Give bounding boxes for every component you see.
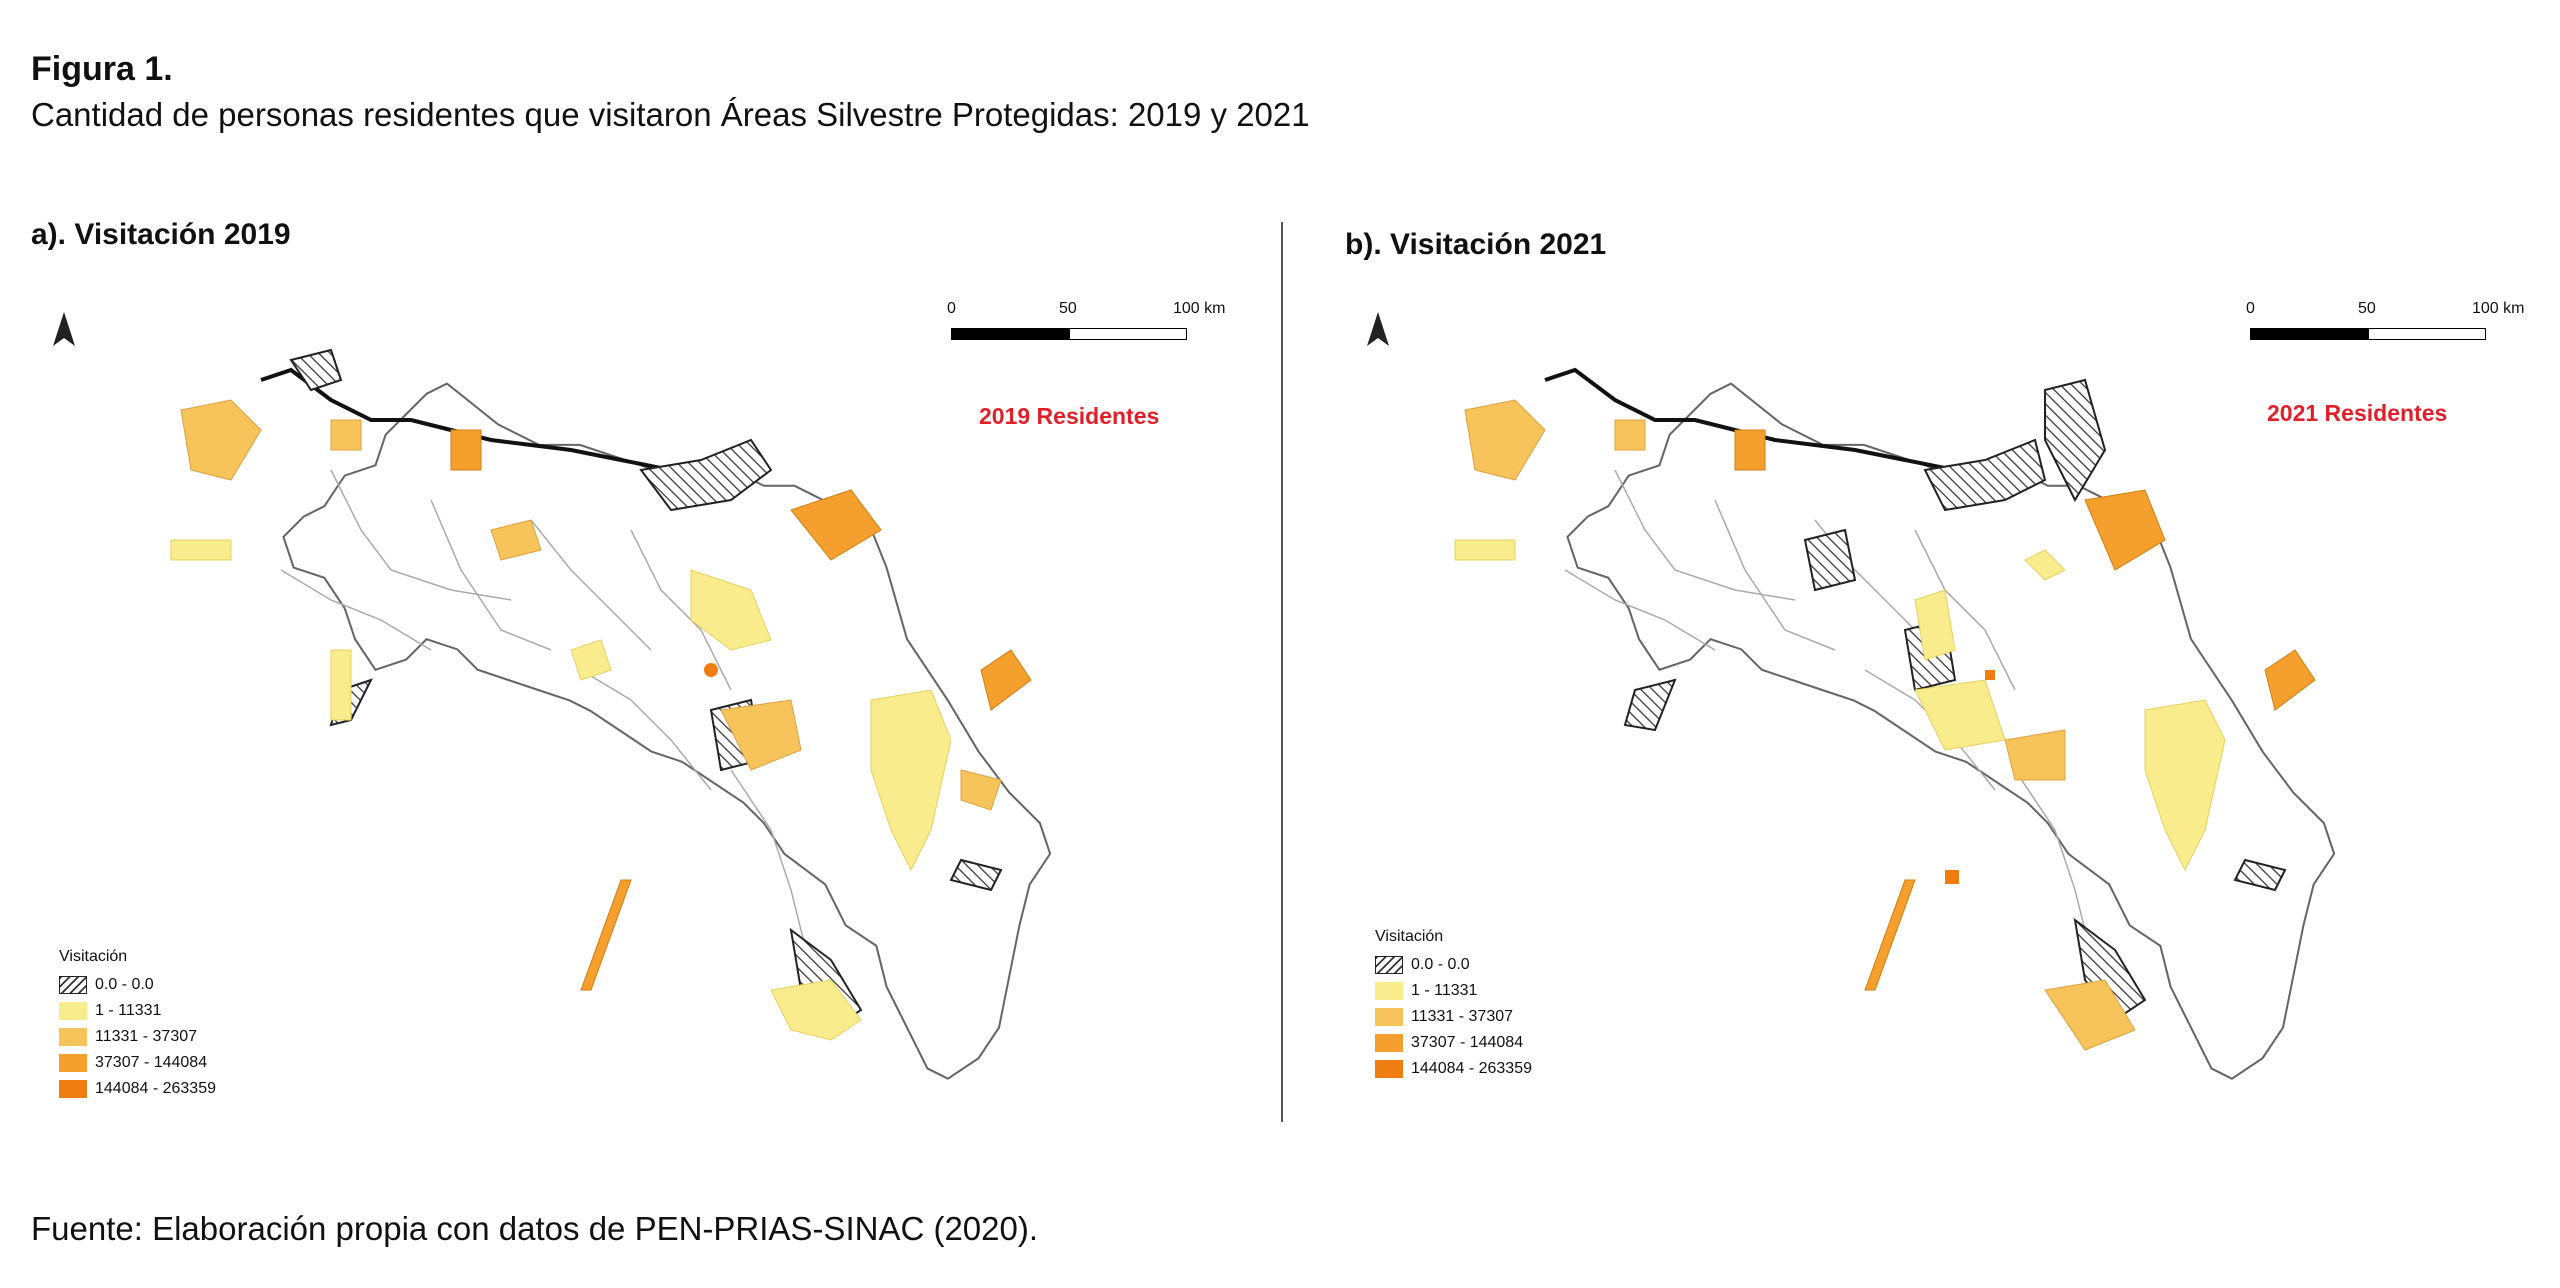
panel-title: b). Visitación 2021	[1345, 228, 1607, 261]
north-arrow-icon	[1365, 310, 1391, 355]
legend-item: 11331 - 37307	[1375, 1004, 1532, 1030]
areas-class-1	[1454, 539, 2226, 872]
legend-item: 37307 - 144084	[59, 1050, 216, 1076]
panel-divider	[1281, 222, 1283, 1122]
legend-title: Visitación	[1375, 928, 1444, 945]
scale-label: 50	[1059, 300, 1077, 317]
map-panel-2021: b). Visitación 2021	[1345, 210, 2560, 1140]
north-arrow-icon	[51, 310, 77, 355]
scale-label: 0	[947, 300, 956, 317]
figure-subtitle: Cantidad de personas residentes que visi…	[31, 96, 1310, 133]
legend-item: 37307 - 144084	[1375, 1030, 1532, 1056]
panel-title: a). Visitación 2019	[31, 218, 291, 251]
scale-label: 50	[2358, 300, 2376, 317]
legend-title: Visitación	[59, 948, 128, 965]
areas-class-4	[1945, 670, 1995, 884]
map-panel-2019: a). Visitación 2019	[31, 210, 1261, 1140]
legend-item: 1 - 11331	[59, 998, 216, 1024]
scale-label: 0	[2246, 300, 2255, 317]
legend-item: 11331 - 37307	[59, 1024, 216, 1050]
areas-class-4	[704, 663, 718, 677]
source-note: Fuente: Elaboración propia con datos de …	[31, 1210, 1039, 1247]
areas-class-3	[450, 429, 1032, 991]
scale-bar: 0 50 100 km	[2246, 300, 2540, 360]
scale-label: 100 km	[2472, 300, 2525, 317]
areas-class-2	[180, 399, 1002, 811]
areas-class-1	[170, 539, 952, 1041]
legend-item: 0.0 - 0.0	[1375, 952, 1532, 978]
year-label: 2021 Residentes	[2267, 400, 2448, 426]
areas-no-visits	[1623, 378, 2287, 1022]
legend-item: 1 - 11331	[1375, 978, 1532, 1004]
areas-class-2	[1464, 399, 2136, 1051]
map-2021	[1454, 367, 2336, 1080]
legend-item: 144084 - 263359	[59, 1076, 216, 1102]
year-label: 2019 Residentes	[979, 403, 1160, 429]
scale-label: 100 km	[1173, 300, 1226, 317]
legend-item: 0.0 - 0.0	[59, 972, 216, 998]
legend: Visitación 0.0 - 0.0 1 - 11331 11331 - 3…	[59, 948, 216, 1102]
areas-class-3	[1734, 429, 2316, 991]
legend: Visitación 0.0 - 0.0 1 - 11331 11331 - 3…	[1375, 928, 1532, 1082]
figure-title: Figura 1.	[31, 50, 173, 88]
district-boundaries	[280, 469, 812, 971]
map-2019	[170, 348, 1052, 1080]
scale-bar: 0 50 100 km	[947, 300, 1241, 360]
legend-item: 144084 - 263359	[1375, 1056, 1532, 1082]
